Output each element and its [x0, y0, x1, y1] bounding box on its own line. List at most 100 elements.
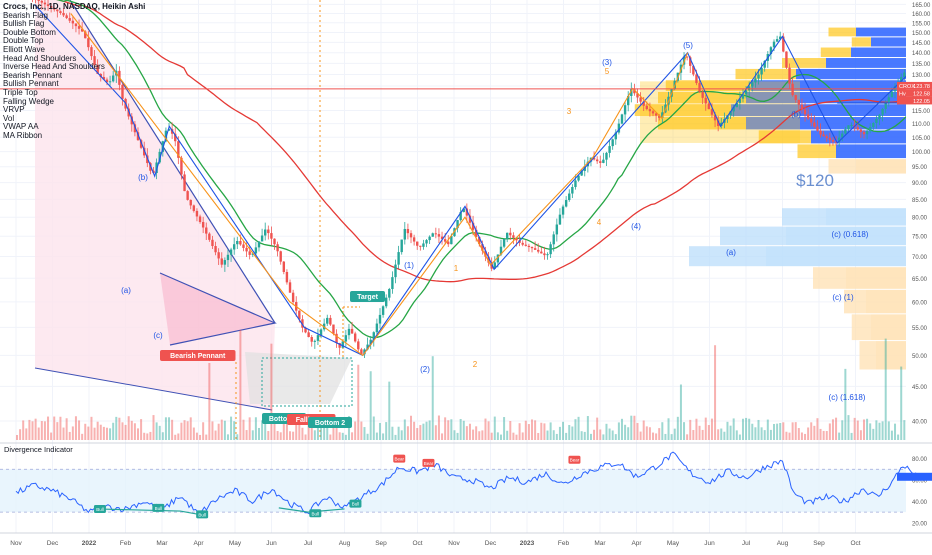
volume-bar	[791, 422, 794, 440]
candle-body	[735, 102, 738, 108]
volume-bar	[267, 431, 270, 440]
candle-body	[484, 250, 487, 257]
volume-bar	[543, 423, 546, 440]
indicator-item[interactable]: Inverse Head And Shoulders	[3, 62, 105, 72]
candle-body	[633, 89, 636, 94]
volume-bar	[428, 420, 431, 440]
candle-body	[434, 233, 438, 235]
candle-body	[493, 262, 496, 269]
volume-bar	[509, 421, 512, 440]
candle-body	[698, 83, 701, 92]
candle-body	[707, 103, 711, 110]
candle-body	[828, 138, 832, 140]
candle-body	[46, 4, 50, 7]
indicator-item[interactable]: Vol	[3, 113, 15, 123]
volume-bar	[577, 416, 580, 440]
candle-body	[478, 236, 481, 245]
indicator-item[interactable]: Double Top	[3, 36, 44, 46]
volume-bar	[825, 431, 828, 440]
volume-bar	[56, 422, 59, 440]
candle-body	[375, 323, 379, 333]
indicator-item[interactable]: VRVP	[3, 105, 25, 115]
candle-body	[642, 101, 645, 106]
volume-bar	[192, 427, 195, 440]
volume-bar	[270, 343, 273, 440]
indicator-item[interactable]: Triple Top	[3, 87, 38, 97]
candle-body	[208, 233, 211, 240]
indicator-item[interactable]: MA Ribbon	[3, 130, 43, 140]
candle-body	[428, 236, 431, 241]
candle-body	[810, 118, 813, 123]
volume-profile-bar	[851, 314, 871, 341]
candle-body	[614, 132, 617, 140]
volume-bar	[568, 424, 571, 440]
candle-body	[403, 228, 407, 240]
volume-bar	[109, 428, 112, 440]
candle-body	[394, 264, 397, 278]
indicator-item[interactable]: Falling Wedge	[3, 96, 54, 106]
volume-bar	[503, 417, 506, 440]
signal-tag: Bear	[424, 461, 434, 466]
y-tick-label: 55.00	[912, 326, 928, 332]
candle-body	[319, 329, 323, 336]
y-tick-label: 165.00	[912, 3, 931, 9]
candle-body	[847, 125, 850, 130]
candle-body	[183, 174, 186, 192]
volume-profile-bar	[782, 58, 826, 68]
y-tick-label: 40.00	[912, 420, 928, 426]
candle-body	[214, 246, 217, 253]
candle-body	[43, 2, 47, 5]
y-tick-label: 100.00	[912, 150, 931, 156]
volume-bar	[475, 426, 478, 440]
candle-body	[825, 136, 828, 139]
x-tick-label: 2023	[520, 540, 535, 547]
volume-bar	[357, 364, 360, 440]
candle-body	[189, 199, 192, 206]
volume-bar	[397, 426, 400, 440]
candle-body	[744, 90, 748, 95]
wave-label: 4	[597, 218, 602, 227]
volume-bar	[205, 434, 208, 440]
candle-body	[366, 344, 369, 350]
volume-bar	[850, 432, 853, 440]
candle-body	[177, 141, 180, 158]
indicator-item[interactable]: Head And Shoulders	[3, 53, 77, 63]
candle-body	[856, 127, 859, 130]
x-tick-label: Feb	[120, 540, 132, 547]
wave-label: 3	[567, 107, 572, 116]
indicator-item[interactable]: Bullish Flag	[3, 19, 45, 29]
volume-bar	[546, 430, 549, 440]
indicator-item[interactable]: VWAP AA	[3, 122, 39, 132]
volume-bar	[537, 432, 540, 440]
volume-bar	[676, 416, 679, 440]
volume-bar	[419, 425, 422, 440]
indicator-item[interactable]: Bearish Flag	[3, 10, 48, 20]
volume-bar	[441, 433, 444, 440]
indicator-item[interactable]: Elliott Wave	[3, 44, 45, 54]
volume-bar	[639, 431, 642, 440]
candle-body	[540, 251, 543, 254]
y-tick-label: 60.00	[912, 300, 928, 306]
elliott-wave-secondary	[70, 13, 689, 357]
signal-tag: Bull	[155, 506, 163, 511]
volume-bar	[332, 422, 335, 440]
candle-body	[62, 12, 65, 16]
indicator-item[interactable]: Double Bottom	[3, 27, 56, 37]
volume-bar	[620, 418, 623, 440]
volume-bar	[844, 368, 847, 440]
volume-bar	[289, 431, 292, 440]
candle-body	[49, 6, 53, 8]
candle-body	[844, 129, 847, 134]
volume-bar	[748, 418, 751, 440]
indicator-item[interactable]: Bullish Pennant	[3, 79, 59, 89]
x-tick-label: Apr	[193, 540, 204, 547]
volume-bar	[565, 432, 568, 440]
volume-bar	[53, 416, 56, 440]
volume-bar	[583, 431, 586, 440]
indicator-title: Divergence Indicator	[4, 445, 73, 454]
candle-body	[620, 114, 624, 124]
candle-body	[37, 0, 40, 1]
candle-body	[68, 18, 71, 21]
indicator-item[interactable]: Bearish Pennant	[3, 70, 63, 80]
